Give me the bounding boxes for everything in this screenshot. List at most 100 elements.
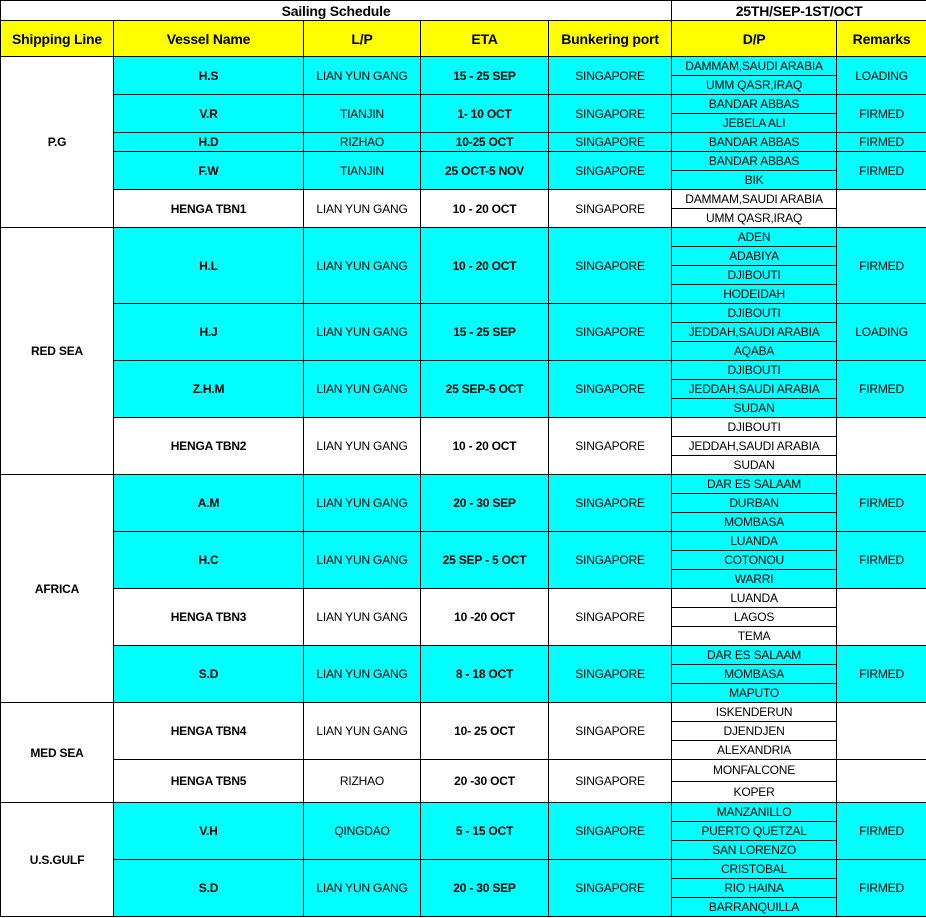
- header-bunkering-port: Bunkering port: [547, 20, 673, 57]
- remarks: FIRMED: [836, 531, 926, 589]
- remarks: [836, 702, 926, 760]
- eta: 10 - 20 OCT: [420, 189, 549, 228]
- bunkering-port: SINGAPORE: [547, 132, 673, 152]
- remarks: LOADING: [836, 56, 926, 95]
- eta: 25 OCT-5 NOV: [420, 151, 549, 190]
- bunkering-port: SINGAPORE: [547, 588, 673, 646]
- vessel-name: HENGA TBN2: [113, 417, 304, 475]
- loading-port: LIAN YUN GANG: [303, 702, 421, 760]
- discharge-port: DJIBOUTI: [671, 265, 838, 285]
- remarks: [836, 759, 926, 803]
- shipping-line: MED SEA: [0, 702, 114, 803]
- discharge-port: DJENDJEN: [671, 721, 838, 741]
- discharge-port: JEDDAH,SAUDI ARABIA: [671, 379, 838, 399]
- table-row: HENGA TBN3 LIAN YUN GANG 10 -20 OCT SINGAPO…: [1, 588, 926, 646]
- table-row: DURBAN: [1, 493, 926, 513]
- table-row: JEDDAH,SAUDI ARABIA: [1, 379, 926, 399]
- remarks: FIRMED: [836, 859, 926, 917]
- vessel-name: V.R: [113, 94, 304, 133]
- shipping-line: U.S.GULF: [0, 802, 114, 917]
- remarks: FIRMED: [836, 151, 926, 190]
- discharge-port: TEMA: [671, 626, 838, 646]
- discharge-port: MONFALCONE: [671, 759, 838, 782]
- vessel-name: A.M: [113, 474, 304, 532]
- remarks: FIRMED: [836, 94, 926, 133]
- discharge-port: DJIBOUTI: [671, 303, 838, 323]
- discharge-port: SUDAN: [671, 455, 838, 475]
- table-row: SAN LORENZO: [1, 840, 926, 860]
- discharge-port: ALEXANDRIA: [671, 740, 838, 760]
- shipping-line: AFRICA: [0, 474, 114, 703]
- table-row: HENGA TBN5 RIZHAO 20 -30 OCT SINGAPORE MONFA…: [1, 759, 926, 803]
- discharge-port: AQABA: [671, 341, 838, 361]
- table-row: U.S.GULF V.H QINGDAO 5 - 15 OCT SINGAPORE MAN…: [0, 802, 926, 917]
- table-row: HENGA TBN2 LIAN YUN GANG 10 - 20 OCT SINGAP…: [1, 417, 926, 475]
- eta: 20 -30 OCT: [420, 759, 549, 803]
- header-dp: D/P: [671, 20, 838, 57]
- loading-port: QINGDAO: [303, 802, 421, 860]
- header-vessel-name: Vessel Name: [113, 20, 304, 57]
- discharge-port: BANDAR ABBAS: [671, 132, 838, 152]
- eta: 15 - 25 SEP: [420, 56, 549, 95]
- table-row: V.R TIANJIN 1- 10 OCT SINGAPORE BANDAR ABBAS…: [1, 94, 926, 133]
- table-row: ALEXANDRIA: [1, 740, 926, 760]
- eta: 20 - 30 SEP: [420, 859, 549, 917]
- table-row: LAGOS: [1, 607, 926, 627]
- bunkering-port: SINGAPORE: [547, 360, 673, 418]
- vessel-name: Z.H.M: [113, 360, 304, 418]
- remarks: FIRMED: [836, 645, 926, 703]
- discharge-port: KOPER: [671, 780, 838, 803]
- eta: 10 -20 OCT: [420, 588, 549, 646]
- table-row: JEDDAH,SAUDI ARABIA: [1, 436, 926, 456]
- table-row: AQABA: [1, 341, 926, 361]
- table-row: MOMBASA: [1, 512, 926, 532]
- header-remarks: Remarks: [836, 20, 926, 57]
- loading-port: TIANJIN: [303, 94, 421, 133]
- loading-port: LIAN YUN GANG: [303, 189, 421, 228]
- discharge-port: BANDAR ABBAS: [671, 151, 838, 171]
- loading-port: LIAN YUN GANG: [303, 303, 421, 361]
- discharge-port: MAPUTO: [671, 683, 838, 703]
- bunkering-port: SINGAPORE: [547, 56, 673, 95]
- discharge-port: LAGOS: [671, 607, 838, 627]
- eta: 20 - 30 SEP: [420, 474, 549, 532]
- remarks: [836, 588, 926, 646]
- remarks: FIRMED: [836, 227, 926, 304]
- remarks: [836, 189, 926, 228]
- vessel-name: HENGA TBN5: [113, 759, 304, 803]
- table-row: AFRICA A.M LIAN YUN GANG 20 - 30 SEP SINGAPO…: [0, 474, 926, 703]
- header-eta: ETA: [420, 20, 549, 57]
- discharge-port: DAR ES SALAAM: [671, 474, 838, 494]
- loading-port: LIAN YUN GANG: [303, 56, 421, 95]
- table-row: H.D RIZHAO 10-25 OCT SINGAPORE BANDAR ABBAS F…: [1, 132, 926, 152]
- loading-port: LIAN YUN GANG: [303, 531, 421, 589]
- vessel-name: H.C: [113, 531, 304, 589]
- bunkering-port: SINGAPORE: [547, 702, 673, 760]
- remarks: LOADING: [836, 303, 926, 361]
- loading-port: TIANJIN: [303, 151, 421, 190]
- eta: 10- 25 OCT: [420, 702, 549, 760]
- discharge-port: COTONOU: [671, 550, 838, 570]
- table-row: MED SEA HENGA TBN4 LIAN YUN GANG 10- 25 OCT…: [0, 702, 926, 803]
- table-row: SUDAN: [1, 455, 926, 475]
- discharge-port: DAMMAM,SAUDI ARABIA: [671, 56, 838, 76]
- vessel-name: H.D: [113, 132, 304, 152]
- discharge-port: BARRANQUILLA: [671, 897, 838, 917]
- discharge-port: MOMBASA: [671, 664, 838, 684]
- discharge-port: PUERTO QUETZAL: [671, 821, 838, 841]
- vessel-name: V.H: [113, 802, 304, 860]
- bunkering-port: SINGAPORE: [547, 189, 673, 228]
- table-row: F.W TIANJIN 25 OCT-5 NOV SINGAPORE BANDAR AB…: [1, 151, 926, 190]
- remarks: FIRMED: [836, 132, 926, 152]
- table-row: S.D LIAN YUN GANG 8 - 18 OCT SINGAPORE DAR E…: [1, 645, 926, 703]
- table-row: PUERTO QUETZAL: [1, 821, 926, 841]
- discharge-port: UMM QASR,IRAQ: [671, 208, 838, 228]
- header-shipping-line: Shipping Line: [0, 20, 114, 57]
- table-row: MOMBASA: [1, 664, 926, 684]
- table-row: BARRANQUILLA: [1, 897, 926, 917]
- schedule-period: 25TH/SEP-1ST/OCT: [671, 0, 926, 21]
- bunkering-port: SINGAPORE: [547, 417, 673, 475]
- bunkering-port: SINGAPORE: [547, 531, 673, 589]
- table-row: HENGA TBN1 LIAN YUN GANG 10 - 20 OCT SINGAP…: [1, 189, 926, 228]
- vessel-name: H.S: [113, 56, 304, 95]
